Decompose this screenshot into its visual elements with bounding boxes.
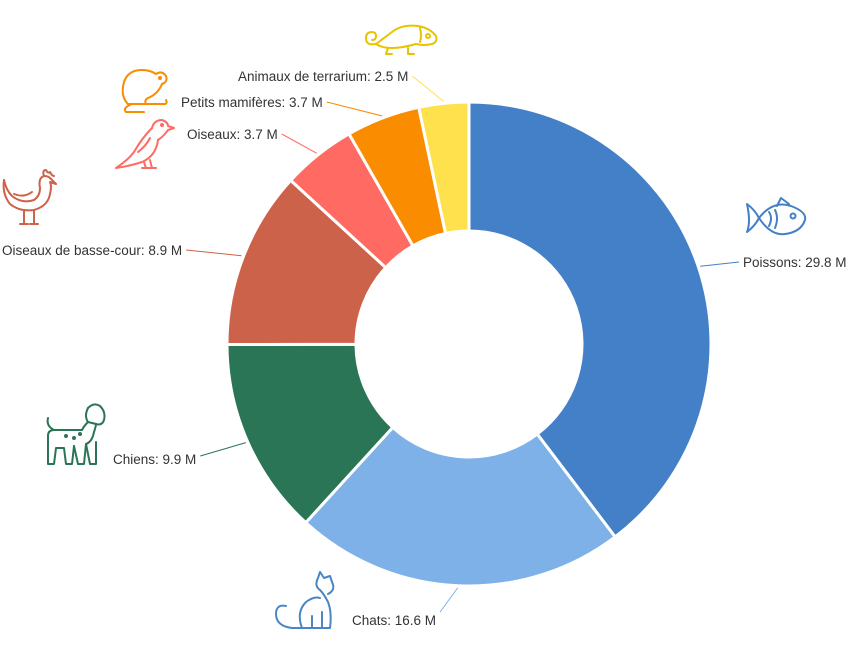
slices-group: [225, 100, 713, 588]
slice-label: Chats: 16.6 M: [352, 613, 436, 628]
rodent-icon: [121, 69, 168, 113]
cat-icon: [275, 571, 335, 629]
slice-animaux-de-terrarium[interactable]: [416, 100, 471, 236]
slice-label: Animaux de terrarium: 2.5 M: [238, 69, 408, 84]
slice-chiens[interactable]: [225, 342, 395, 525]
chameleon-icon: [365, 24, 438, 55]
fish-icon: [746, 197, 807, 236]
slice-label: Petits mamifères: 3.7 M: [181, 95, 323, 110]
slice-chats[interactable]: [303, 425, 618, 588]
leader-line: [326, 101, 383, 117]
slice-label: Poissons: 29.8 M: [743, 255, 847, 270]
leader-line: [281, 133, 318, 154]
leader-line: [186, 249, 242, 257]
slice-label: Chiens: 9.9 M: [113, 452, 196, 467]
dog-icon: [46, 403, 106, 465]
leader-line: [411, 75, 444, 102]
bird-icon: [115, 119, 175, 169]
slice-poissons[interactable]: [467, 100, 713, 539]
leader-line: [200, 442, 246, 457]
leader-lines-group: [186, 75, 740, 613]
leader-line: [700, 261, 740, 267]
slice-label: Oiseaux: 3.7 M: [187, 127, 278, 142]
hen-icon: [2, 169, 57, 225]
leader-line: [439, 587, 459, 613]
slice-labels-group: Poissons: 29.8 M Chats: 16.6 M Chiens: 9.9…: [2, 69, 847, 628]
slice-label: Oiseaux de basse-cour: 8.9 M: [2, 243, 182, 258]
